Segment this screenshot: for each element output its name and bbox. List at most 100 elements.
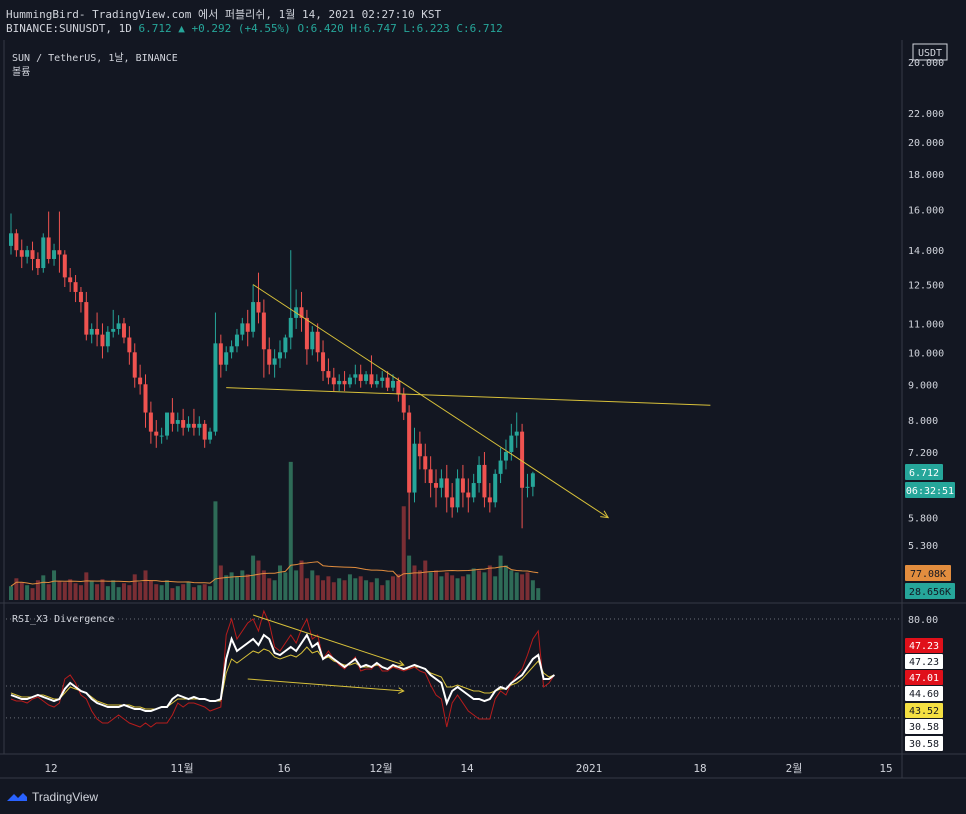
volume-bar [294,570,299,600]
candle-body [417,443,422,457]
volume-bar [530,580,535,600]
volume-bar [9,586,13,600]
candle [165,412,170,440]
header-price: 6.712 [138,22,172,35]
candle [208,427,213,444]
price-pane[interactable] [9,211,711,540]
y-tick-label: 11.000 [908,319,944,330]
y-tick-label: 22.000 [908,109,944,120]
candle-body [412,443,417,493]
candle-body [121,323,126,338]
volume-bar [240,570,245,600]
x-tick-label: 2월 [786,762,803,775]
volume-bar [460,576,465,600]
candle-body [170,412,175,424]
candle [358,364,363,388]
candle [450,483,455,518]
y-tick-label: 9.000 [908,380,938,391]
rsi-badge: 47.01 [905,670,943,685]
tradingview-logo[interactable]: TradingView [6,790,98,804]
candle-body [326,371,331,378]
volume-bar [407,555,412,600]
candle-body [251,302,256,332]
volume-bar [267,578,272,600]
rsi-line-yellow [10,646,555,710]
legend-symbol: SUN / TetherUS, 1날, BINANCE [12,52,178,64]
volume-ma-badge-text: 77.08K [910,569,946,580]
volume-bar [358,576,363,600]
trendline-arrowhead [600,510,610,519]
rsi-pane[interactable]: RSI_X3 Divergence [6,609,902,728]
x-tick-label: 14 [460,762,474,775]
rsi-badge-bg [905,654,943,669]
candle [278,340,282,368]
volume-bar [25,585,30,600]
volume-bar [401,506,406,600]
rsi-badge-bg [905,686,943,701]
volume-bar [390,576,395,600]
candle [525,473,530,498]
volume-bar [428,572,433,600]
candle-body [342,380,347,385]
volume-bar [181,584,186,600]
candle [353,364,358,385]
candle [35,252,40,276]
candle [460,464,465,508]
candle-body [385,377,390,388]
candle [52,243,57,266]
candle [62,250,67,288]
candle [111,309,116,338]
candle-body [347,377,352,385]
candle-body [304,317,309,350]
candle [267,337,272,375]
candle [170,398,175,432]
rsi-badge-text: 47.23 [909,657,939,668]
volume-last-badge-text: 28.656K [909,587,951,598]
volume-bar [444,572,449,600]
rsi-divergence-line [247,678,404,692]
candle-body [444,478,449,498]
volume-bar [41,575,46,600]
rsi-divergence-arrowhead [397,660,405,667]
candle [218,334,223,378]
rsi-badge-bg [905,703,943,718]
candle-body [35,258,40,269]
candle-body [197,423,202,428]
brand-label: TradingView [32,790,99,804]
candle-body [245,323,250,332]
volume-bar [380,585,385,600]
candle-body [498,460,503,474]
candle-body [514,431,519,436]
volume-bar [278,565,282,600]
candle [175,412,180,432]
candle-body [299,307,304,318]
candle [154,420,159,448]
candle-body [482,464,487,498]
candle [498,447,503,484]
y-tick-label: 20.000 [908,138,944,149]
volume-bar [138,582,143,600]
up-arrow-icon: ▲ [178,22,185,35]
volume-bar [342,580,347,600]
y-tick-label: 5.800 [908,514,938,525]
volume-bar [272,580,277,600]
candle [105,326,110,353]
candle [272,349,277,378]
candle-body [396,380,401,395]
candle-body [132,352,137,378]
volume-bar [326,576,331,600]
volume-bar [331,582,336,600]
candle-body [428,469,433,484]
candle-body [181,420,186,428]
volume-bar [310,570,315,600]
volume-bar [525,572,530,600]
candle-body [154,431,159,436]
candle-body [213,343,218,432]
candle [385,371,390,392]
candle [396,377,401,402]
volume-bar [364,580,369,600]
candle-body [224,352,229,365]
volume-bar [143,570,148,600]
candle [41,233,46,273]
